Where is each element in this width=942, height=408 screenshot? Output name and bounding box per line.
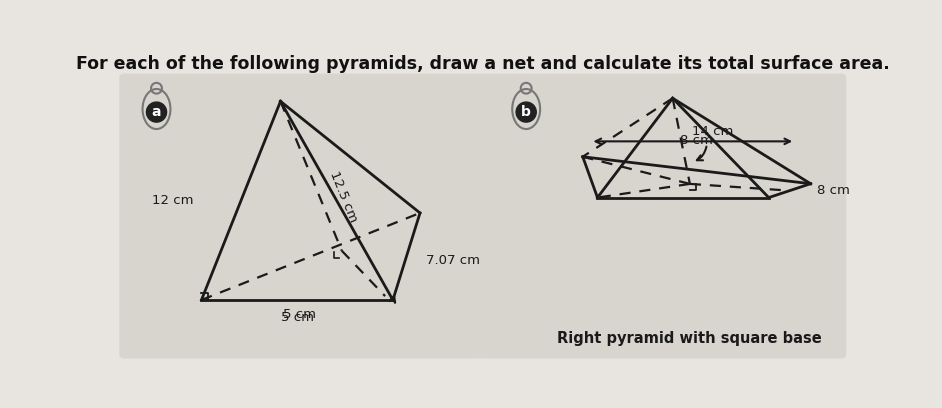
Text: 8 cm: 8 cm: [817, 184, 850, 197]
Text: b: b: [521, 105, 531, 119]
Text: Right pyramid with square base: Right pyramid with square base: [557, 331, 821, 346]
Text: 5 cm: 5 cm: [283, 308, 316, 321]
Text: 7.07 cm: 7.07 cm: [426, 254, 480, 267]
Text: 14 cm: 14 cm: [692, 125, 734, 138]
Text: For each of the following pyramids, draw a net and calculate its total surface a: For each of the following pyramids, draw…: [76, 55, 889, 73]
FancyBboxPatch shape: [120, 73, 482, 359]
Circle shape: [146, 102, 167, 122]
Text: 12 cm: 12 cm: [153, 194, 194, 207]
Text: 5 cm: 5 cm: [281, 311, 314, 324]
Text: 8 cm: 8 cm: [680, 134, 713, 146]
Text: 12.5 cm: 12.5 cm: [327, 170, 359, 225]
FancyBboxPatch shape: [478, 73, 846, 359]
Circle shape: [516, 102, 536, 122]
Text: a: a: [152, 105, 161, 119]
